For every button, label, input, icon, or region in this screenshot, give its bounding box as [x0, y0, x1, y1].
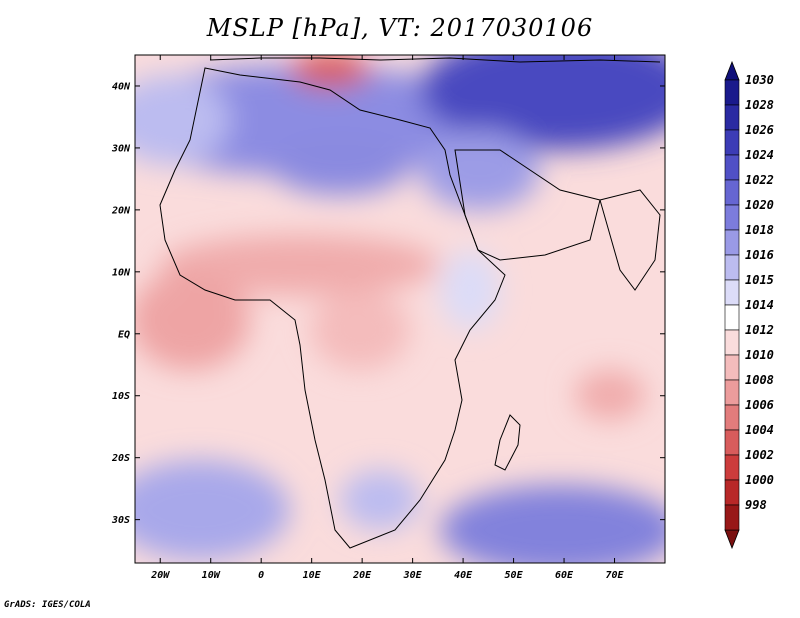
south-indian-high — [440, 485, 665, 563]
lat-tick-label: 40N — [112, 81, 131, 92]
lat-tick-label: 30S — [111, 515, 130, 526]
sahara-high — [270, 135, 410, 195]
africa-coastline — [159, 67, 506, 549]
lon-axis: 20W 10W 0 10E 20E 30E 40E 50E 60E 70E — [150, 55, 625, 581]
lat-tick-label: 20N — [111, 205, 131, 216]
southern-africa-ridge — [340, 470, 420, 530]
lon-tick-label: 20W — [150, 570, 170, 581]
colorbar-label: 1000 — [745, 473, 774, 487]
arabia-coastline — [454, 149, 601, 261]
colorbar-label: 1030 — [745, 73, 774, 87]
lon-tick-label: 10E — [303, 570, 322, 581]
colorbar-label: 1004 — [745, 423, 774, 437]
colorbar-swatch — [724, 454, 740, 481]
pressure-field — [135, 55, 665, 563]
map-frame — [134, 54, 666, 564]
lon-tick-label: 60E — [555, 570, 574, 581]
lon-tick-label: 0 — [258, 570, 264, 581]
ethiopia-ridge — [440, 250, 500, 330]
colorbar-label: 1015 — [745, 273, 774, 287]
colorbar-label: 1020 — [745, 198, 774, 212]
colorbar-swatch — [724, 229, 740, 256]
lat-tick-label: 10N — [112, 267, 131, 278]
south-atlantic-high — [135, 460, 290, 560]
colorbar-top-arrow — [724, 60, 740, 81]
indian-ocean-low — [575, 370, 645, 420]
colorbar-bottom-arrow — [724, 529, 740, 550]
atlantic-high — [135, 75, 230, 165]
credit-label: GrADS: IGES/COLA — [4, 600, 91, 610]
colorbar: 1030 1028 1026 1024 1022 1020 1018 1016 1015 1014… — [724, 60, 774, 550]
colorbar-label: 1006 — [745, 398, 774, 412]
atlantic-tropical-low — [135, 270, 250, 370]
colorbar-swatch — [724, 429, 740, 456]
lon-tick-label: 40E — [454, 570, 473, 581]
lon-tick-label: 30E — [403, 570, 423, 581]
colorbar-swatch — [724, 379, 740, 406]
coastlines — [159, 57, 661, 549]
lat-tick-label: 30N — [111, 143, 131, 154]
lat-tick-label: 20S — [111, 453, 130, 464]
india-coastline — [599, 189, 661, 291]
colorbar-label: 1028 — [745, 98, 774, 112]
colorbar-label: 1022 — [745, 173, 774, 187]
colorbar-swatch — [724, 329, 740, 356]
lon-tick-label: 70E — [605, 570, 624, 581]
colorbar-label: 1016 — [745, 248, 774, 262]
colorbar-swatch — [724, 129, 740, 156]
colorbar-swatch — [724, 254, 740, 281]
colorbar-label: 1018 — [745, 223, 774, 237]
colorbar-swatch — [724, 204, 740, 231]
colorbar-label: 1010 — [745, 348, 774, 362]
lon-tick-label: 20E — [352, 570, 372, 581]
madagascar-coastline — [494, 414, 521, 471]
colorbar-label: 1026 — [745, 123, 774, 137]
chart-title: MSLP [hPa], VT: 2017030106 — [206, 14, 594, 42]
colorbar-label: 998 — [745, 498, 767, 512]
lon-tick-label: 50E — [505, 570, 524, 581]
colorbar-label: 1012 — [745, 323, 774, 337]
colorbar-swatch — [724, 354, 740, 381]
lat-tick-label: 10S — [112, 391, 130, 402]
colorbar-swatch — [724, 304, 740, 331]
colorbar-swatch — [724, 504, 740, 531]
lon-tick-label: 10W — [202, 570, 221, 581]
lat-axis: 40N 30N 20N 10N EQ 10S 20S 30S — [111, 81, 665, 526]
colorbar-swatch — [724, 479, 740, 506]
colorbar-label: 1002 — [745, 448, 774, 462]
colorbar-swatch — [724, 79, 740, 106]
colorbar-swatch — [724, 404, 740, 431]
colorbar-label: 1008 — [745, 373, 774, 387]
colorbar-label: 1024 — [745, 148, 774, 162]
central-africa-low — [310, 290, 410, 370]
colorbar-swatch — [724, 104, 740, 131]
north-high-band — [135, 65, 500, 175]
colorbar-swatch — [724, 179, 740, 206]
europe-low — [290, 55, 370, 88]
asia-high — [420, 55, 665, 150]
colorbar-swatch — [724, 154, 740, 181]
sahel-low — [160, 235, 440, 295]
colorbar-swatch — [724, 279, 740, 306]
colorbar-label: 1014 — [745, 298, 774, 312]
arabia-high — [420, 130, 540, 210]
lat-tick-label: EQ — [118, 329, 130, 340]
europe-coastline — [209, 57, 661, 63]
